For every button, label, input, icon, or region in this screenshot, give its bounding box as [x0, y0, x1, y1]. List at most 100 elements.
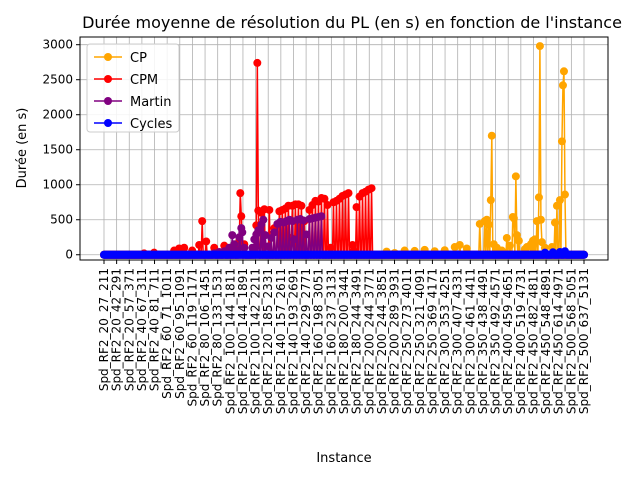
data-point	[230, 240, 239, 249]
data-point	[534, 193, 543, 202]
x-tick-label: Spd_RF2_20_57_371	[122, 268, 136, 391]
x-tick-label: Spd_RF2_500_568_5051	[564, 268, 578, 414]
x-axis-label: Instance	[316, 451, 371, 466]
data-point	[265, 205, 274, 214]
legend-swatch-marker	[104, 53, 112, 61]
data-point	[270, 228, 279, 237]
y-tick-label: 3000	[42, 38, 73, 52]
y-axis-label: Durée (en s)	[15, 108, 30, 189]
x-tick-label: Spd_RF2_120_185_2331	[261, 268, 275, 414]
data-point	[317, 212, 326, 221]
data-point	[248, 243, 257, 252]
data-point	[505, 241, 514, 250]
series-lines	[100, 42, 588, 259]
x-tick-label: Spd_RF2_500_637_5131	[577, 268, 591, 414]
series-cycles	[100, 247, 588, 259]
data-point	[323, 201, 332, 210]
data-point	[198, 217, 207, 226]
legend-frame	[86, 43, 180, 133]
data-point	[299, 216, 308, 225]
x-tick-label: Spd_RF2_250_369_4171	[425, 268, 439, 414]
y-tick-label: 0	[65, 248, 73, 262]
data-point	[487, 131, 496, 140]
data-point	[558, 81, 567, 90]
data-point	[297, 201, 306, 210]
data-point	[509, 214, 518, 223]
data-point	[486, 196, 495, 205]
legend-label: CPM	[130, 73, 158, 88]
x-tick-label: Spd_RF2_300_461_4411	[463, 268, 477, 414]
x-tick-label: Spd_RF2_40_67_311	[135, 268, 149, 391]
data-point	[352, 203, 361, 212]
y-axis: 0 500 1000 1500 2000 2500 3000	[42, 38, 80, 262]
x-tick-label: Spd_RF2_300_407_4331	[451, 268, 465, 414]
data-point	[326, 243, 335, 252]
data-point	[580, 250, 588, 259]
data-point	[240, 243, 249, 252]
data-point	[237, 212, 246, 221]
data-point	[290, 235, 299, 244]
y-tick-label: 1500	[42, 143, 73, 157]
data-point	[535, 42, 544, 51]
x-tick-label: Spd_RF2_300_353_4251	[438, 268, 452, 414]
data-point	[530, 235, 539, 244]
data-point	[536, 215, 545, 224]
legend-label: Martin	[130, 95, 171, 110]
data-point	[253, 58, 262, 67]
data-point	[202, 237, 211, 246]
x-tick-label: Spd_RF2_100_142_2211	[249, 268, 263, 414]
x-tick-label: Spd_RF2_140_229_2771	[299, 268, 313, 414]
data-point	[550, 218, 559, 227]
x-tick-label: Spd_RF2_450_614_4971	[552, 268, 566, 414]
x-tick-label: Spd_RF2_100_144_1891	[236, 268, 250, 414]
data-point	[302, 230, 311, 239]
data-point	[238, 228, 247, 237]
data-point	[462, 244, 471, 253]
x-tick-label: Spd_RF2_200_244_3771	[362, 268, 376, 414]
legend-label: Cycles	[130, 117, 173, 132]
x-tick-label: Spd_RF2_60_71_1011	[160, 268, 174, 399]
data-point	[511, 172, 520, 181]
x-tick-label: Spd_RF2_60_95_1091	[173, 268, 187, 399]
legend: CP CPM Martin Cycles	[86, 43, 180, 133]
x-tick-label: Spd_RF2_350_492_4571	[489, 268, 503, 414]
data-point	[236, 189, 245, 198]
legend-swatch-marker	[104, 75, 112, 83]
data-point	[320, 194, 329, 203]
data-point	[557, 137, 566, 146]
x-tick-label: Spd_RF2_200_244_3851	[375, 268, 389, 414]
data-point	[259, 215, 268, 224]
data-point	[455, 240, 464, 249]
x-tick-label: Spd_RF2_180_244_3491	[350, 268, 364, 414]
legend-swatch-marker	[104, 97, 112, 105]
x-tick-label: Spd_RF2_100_144_1811	[223, 268, 237, 414]
data-point	[195, 240, 204, 249]
y-tick-label: 2000	[42, 108, 73, 122]
x-tick-label: Spd_RF2_40_81_711	[148, 268, 162, 391]
x-tick-label: Spd_RF2_250_321_4091	[413, 268, 427, 414]
data-point	[261, 231, 270, 240]
data-point	[559, 67, 568, 76]
y-tick-label: 1000	[42, 178, 73, 192]
chart-title: Durée moyenne de résolution du PL (en s)…	[82, 13, 622, 32]
x-tick-label: Spd_RF2_450_548_4891	[539, 268, 553, 414]
data-point	[228, 231, 237, 240]
x-tick-label: Spd_RF2_400_519_4731	[514, 268, 528, 414]
x-tick-label: Spd_RF2_80_133_1531	[211, 268, 225, 406]
data-point	[264, 242, 273, 251]
x-tick-label: Spd_RF2_250_273_4011	[400, 268, 414, 414]
legend-label: CP	[130, 51, 147, 66]
data-point	[514, 236, 523, 245]
x-axis: Spd_RF2_20_27_211Spd_RF2_20_42_291Spd_RF…	[97, 260, 591, 414]
y-tick-label: 2500	[42, 73, 73, 87]
x-tick-label: Spd_RF2_200_289_3931	[388, 268, 402, 414]
data-point	[555, 196, 564, 205]
x-tick-label: Spd_RF2_160_198_3051	[312, 268, 326, 414]
x-tick-label: Spd_RF2_140_193_2691	[286, 268, 300, 414]
x-tick-label: Spd_RF2_350_438_4491	[476, 268, 490, 414]
data-point	[560, 190, 569, 199]
data-point	[180, 243, 189, 252]
x-tick-label: Spd_RF2_160_237_3131	[324, 268, 338, 414]
x-tick-label: Spd_RF2_400_459_4651	[501, 268, 515, 414]
